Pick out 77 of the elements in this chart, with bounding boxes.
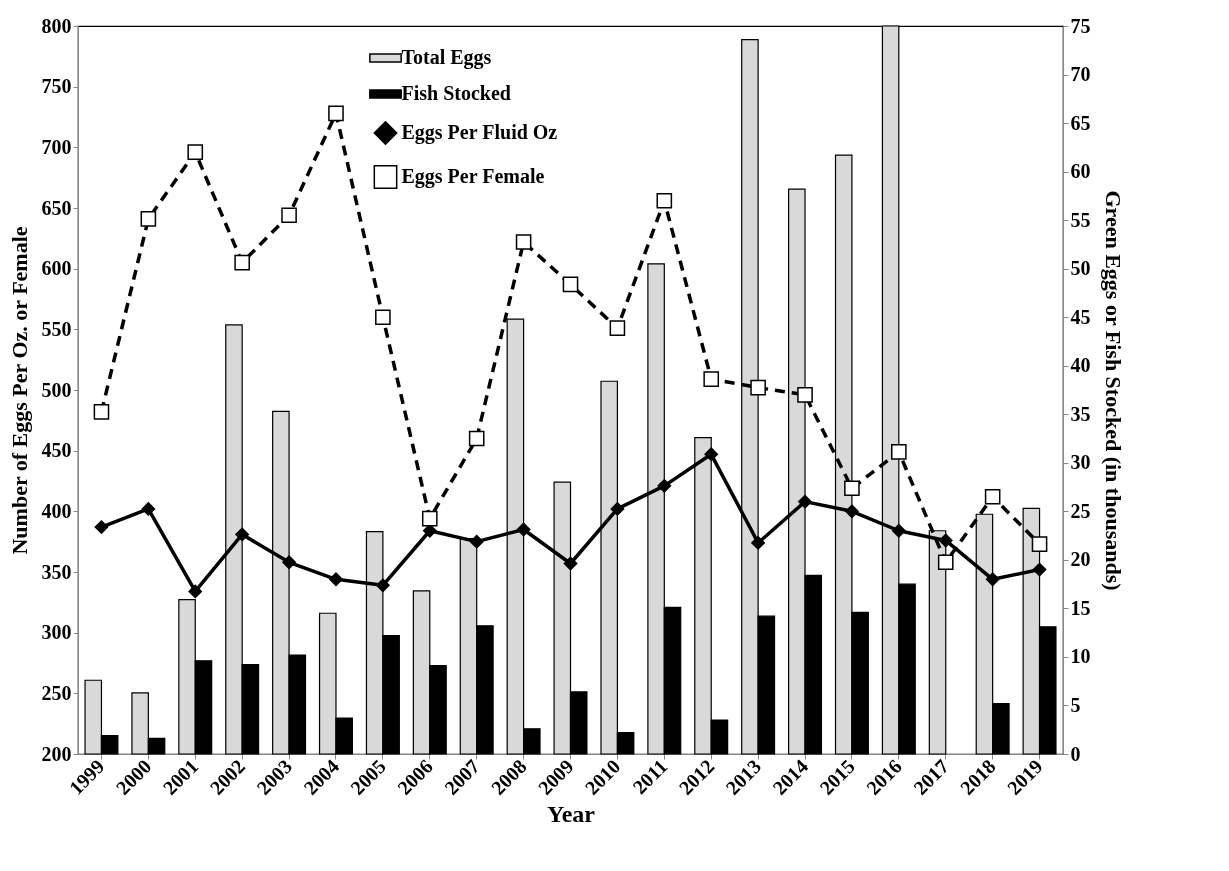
point (235, 527, 250, 542)
point (610, 502, 625, 516)
point (704, 447, 719, 462)
point (656, 192, 673, 209)
point (187, 144, 204, 161)
point (562, 276, 579, 293)
point (94, 520, 109, 534)
y-tick-label: 250 (41, 681, 72, 704)
y2-tick-label: 55 (1070, 208, 1091, 231)
point (563, 556, 578, 571)
y-tick-label: 450 (41, 439, 72, 462)
point (609, 320, 626, 336)
y2-tick-label: 50 (1070, 257, 1091, 280)
y-tick-label: 600 (41, 257, 72, 280)
point (750, 379, 766, 396)
y2-tick-label: 15 (1070, 596, 1091, 619)
y-tick-label: 750 (41, 75, 72, 98)
y-tick-label: 550 (41, 317, 72, 340)
y-tick-label: 650 (41, 196, 72, 219)
y2-tick-label: 45 (1070, 305, 1091, 328)
point (891, 444, 907, 460)
legend-label: Eggs Per Fluid Oz (401, 121, 558, 144)
point (140, 211, 157, 227)
point (703, 371, 720, 387)
y-tick-label: 300 (41, 621, 72, 644)
point (328, 105, 344, 122)
point (844, 480, 860, 497)
legend-label: Eggs Per Female (401, 165, 545, 188)
x-axis-title: Year (547, 800, 596, 827)
point (516, 522, 531, 537)
y2-tick-label: 35 (1070, 402, 1091, 425)
point (141, 502, 156, 516)
y2-tick-label: 5 (1070, 693, 1081, 716)
y2-tick-label: 10 (1070, 645, 1091, 668)
y2-tick-label: 60 (1070, 160, 1091, 183)
point (891, 523, 906, 538)
y2-tick-label: 70 (1070, 63, 1091, 86)
y2-tick-label: 20 (1070, 548, 1091, 571)
x-tick-label: 2011 (628, 755, 672, 799)
point (329, 572, 343, 587)
y-tick-label: 200 (41, 742, 72, 765)
y2-tick-label: 25 (1070, 499, 1091, 522)
point (281, 207, 297, 224)
point (1032, 562, 1047, 577)
point (93, 404, 110, 420)
y2-tick-label: 75 (1070, 14, 1091, 37)
legend-label: Fish Stocked (401, 82, 511, 104)
y2-tick-label: 40 (1070, 354, 1091, 377)
point (376, 578, 390, 593)
point (1031, 536, 1048, 552)
y-tick-label: 400 (41, 499, 72, 522)
point (845, 504, 859, 519)
y2-tick-label: 30 (1070, 451, 1091, 474)
point (938, 533, 953, 548)
y2-axis-title: Green Eggs or Fish Stocked (in thousands) (1100, 190, 1126, 591)
y-axis-title: Number of Eggs Per Oz. or Female (6, 226, 32, 555)
point (375, 309, 391, 326)
point (797, 387, 813, 403)
point (657, 478, 672, 493)
point (188, 584, 203, 599)
y-tick-label: 350 (41, 560, 72, 583)
y2-tick-label: 65 (1070, 111, 1091, 134)
point (469, 534, 484, 549)
point (751, 536, 765, 550)
point (468, 430, 485, 447)
point (234, 254, 250, 271)
point (282, 555, 296, 570)
y2-tick-label: 0 (1070, 742, 1081, 765)
y-tick-label: 700 (41, 135, 72, 158)
point (937, 554, 954, 571)
point (985, 572, 1000, 587)
point (798, 494, 812, 509)
point (421, 510, 438, 527)
point (984, 488, 1001, 505)
y-tick-label: 800 (41, 14, 72, 37)
point (515, 234, 532, 250)
y-tick-label: 500 (41, 378, 72, 401)
